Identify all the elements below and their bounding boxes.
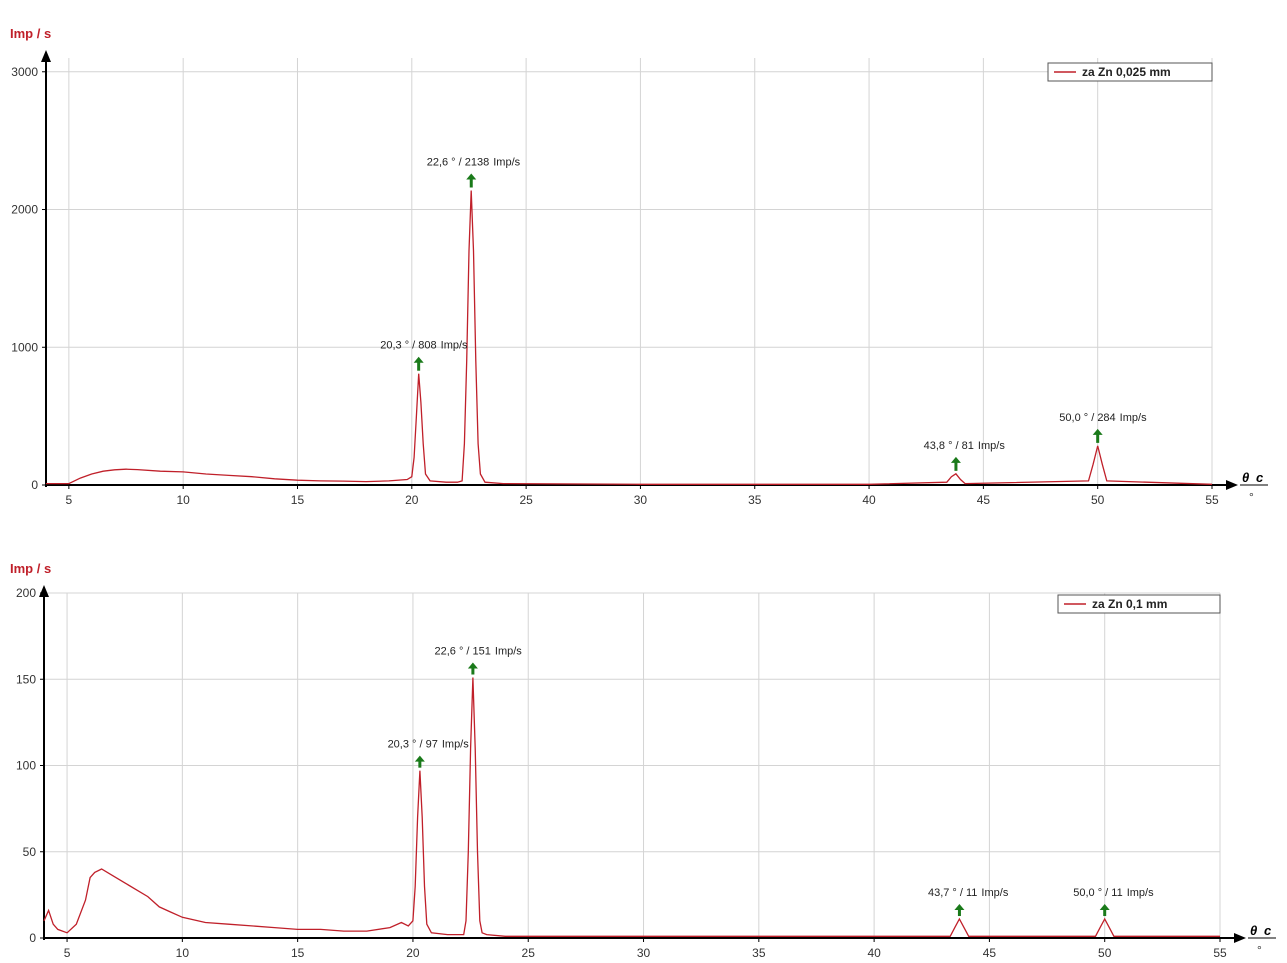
x-tick-label: 55 (1205, 493, 1219, 507)
chart-svg-top: 5 10 15 20 25 30 35 40 45 50 55 0 1000 2000 3000 Imp / … (10, 26, 1268, 507)
x-tick-label: 15 (291, 493, 305, 507)
y-axis-arrow-icon (39, 585, 49, 597)
top-grid (46, 58, 1213, 485)
y-tick-label: 150 (16, 672, 36, 686)
x-tick-label: 35 (748, 493, 762, 507)
peak-arrow-icon (413, 356, 424, 363)
x-tick-label: 20 (406, 946, 420, 960)
y-tick-label: 0 (31, 478, 38, 492)
x-axis-unit-label: θ c° (1248, 923, 1276, 957)
x-tick-label: 10 (176, 946, 190, 960)
legend-label: za Zn 0,025 mm (1082, 65, 1171, 79)
peak-label: 43,7 ° / 11 (928, 887, 977, 899)
y-tick-label: 2000 (11, 203, 38, 217)
peak-label: 50,0 ° / 11 (1073, 887, 1122, 899)
bottom-legend: za Zn 0,1 mm (1057, 594, 1221, 614)
peak-label: 20,3 ° / 97 (388, 739, 438, 751)
top-axes: 5 10 15 20 25 30 35 40 45 50 55 0 1000 2000 3000 (11, 50, 1238, 507)
x-tick-label: 25 (519, 493, 533, 507)
x-tick-label: 30 (637, 946, 651, 960)
x-tick-label: 20 (405, 493, 419, 507)
y-axis-unit-label: Imp / s (10, 26, 51, 41)
x-tick-label: 35 (752, 946, 766, 960)
y-tick-label: 1000 (11, 340, 38, 354)
peak-arrow-icon (954, 904, 965, 911)
x-axis-subscript: c (1256, 470, 1264, 485)
peak-label-unit: Imp/s (493, 157, 520, 169)
legend-label: za Zn 0,1 mm (1092, 597, 1167, 611)
x-tick-label: 5 (66, 493, 73, 507)
legend-box (1057, 594, 1221, 614)
chart-panel-top: 5 10 15 20 25 30 35 40 45 50 55 0 1000 2000 3000 Imp / … (10, 26, 1268, 507)
x-tick-label: 10 (176, 493, 190, 507)
x-tick-label: 40 (867, 946, 881, 960)
bottom-peak-annotations: 20,3 ° / 97 Imp/s 22,6 ° / 151 Imp/s 43,7 ° … (388, 646, 1154, 917)
y-tick-label: 0 (29, 931, 36, 945)
legend-box (1047, 62, 1213, 82)
x-tick-label: 40 (862, 493, 876, 507)
peak-arrow-icon (467, 662, 478, 669)
y-tick-label: 100 (16, 759, 36, 773)
peak-label: 22,6 ° / 151 (435, 646, 491, 658)
peak-arrow-icon (414, 755, 425, 762)
peak-label: 43,8 ° / 81 (924, 440, 974, 452)
x-axis-arrow-icon (1226, 480, 1238, 490)
y-tick-label: 50 (23, 845, 37, 859)
bottom-grid (44, 592, 1221, 938)
x-tick-label: 45 (983, 946, 997, 960)
y-tick-label: 3000 (11, 65, 38, 79)
peak-arrow-icon (1099, 904, 1110, 911)
peak-label: 22,6 ° / 2138 (427, 157, 490, 169)
peak-label-unit: Imp/s (1127, 887, 1154, 899)
x-tick-label: 30 (634, 493, 648, 507)
x-tick-label: 25 (522, 946, 536, 960)
chart-svg-bottom: 5 10 15 20 25 30 35 40 45 50 55 0 50 100 150 200 Imp / s… (10, 561, 1276, 960)
x-tick-label: 50 (1091, 493, 1105, 507)
top-peak-annotations: 20,3 ° / 808 Imp/s22,6 ° / 2138 Imp/s43,8 … (380, 157, 1147, 471)
peak-label-unit: Imp/s (442, 739, 469, 751)
x-tick-label: 15 (291, 946, 305, 960)
peak-arrow-icon (1092, 428, 1103, 435)
x-axis-unit-label: θ c° (1240, 470, 1268, 504)
x-axis-symbol: θ (1242, 470, 1249, 485)
peak-label-unit: Imp/s (441, 340, 468, 352)
x-tick-label: 5 (64, 946, 71, 960)
peak-label: 50,0 ° / 284 (1059, 412, 1115, 424)
series-line-top-0 (46, 190, 1213, 485)
x-tick-label: 45 (977, 493, 991, 507)
peak-arrow-icon (950, 456, 961, 463)
y-axis-unit-label: Imp / s (10, 561, 51, 576)
peak-label-unit: Imp/s (978, 440, 1005, 452)
x-axis-subscript: c (1264, 923, 1272, 938)
peak-label-unit: Imp/s (495, 646, 522, 658)
x-tick-label: 50 (1098, 946, 1112, 960)
peak-label: 20,3 ° / 808 (380, 340, 436, 352)
x-tick-label: 55 (1213, 946, 1227, 960)
x-axis-arrow-icon (1234, 933, 1246, 943)
y-tick-label: 200 (16, 586, 36, 600)
y-axis-arrow-icon (41, 50, 51, 62)
bottom-axes: 5 10 15 20 25 30 35 40 45 50 55 0 50 100 150 200 (16, 585, 1246, 960)
x-axis-unit-degree: ° (1249, 490, 1254, 504)
x-axis-symbol: θ (1250, 923, 1257, 938)
chart-panel-bottom: 5 10 15 20 25 30 35 40 45 50 55 0 50 100 150 200 Imp / s… (0, 548, 1287, 963)
peak-arrow-icon (466, 173, 477, 180)
peak-label-unit: Imp/s (981, 887, 1008, 899)
peak-label-unit: Imp/s (1120, 412, 1147, 424)
series-line-bottom-0 (43, 677, 1220, 937)
top-legend: za Zn 0,025 mm (1047, 62, 1213, 82)
x-axis-unit-degree: ° (1257, 943, 1262, 957)
